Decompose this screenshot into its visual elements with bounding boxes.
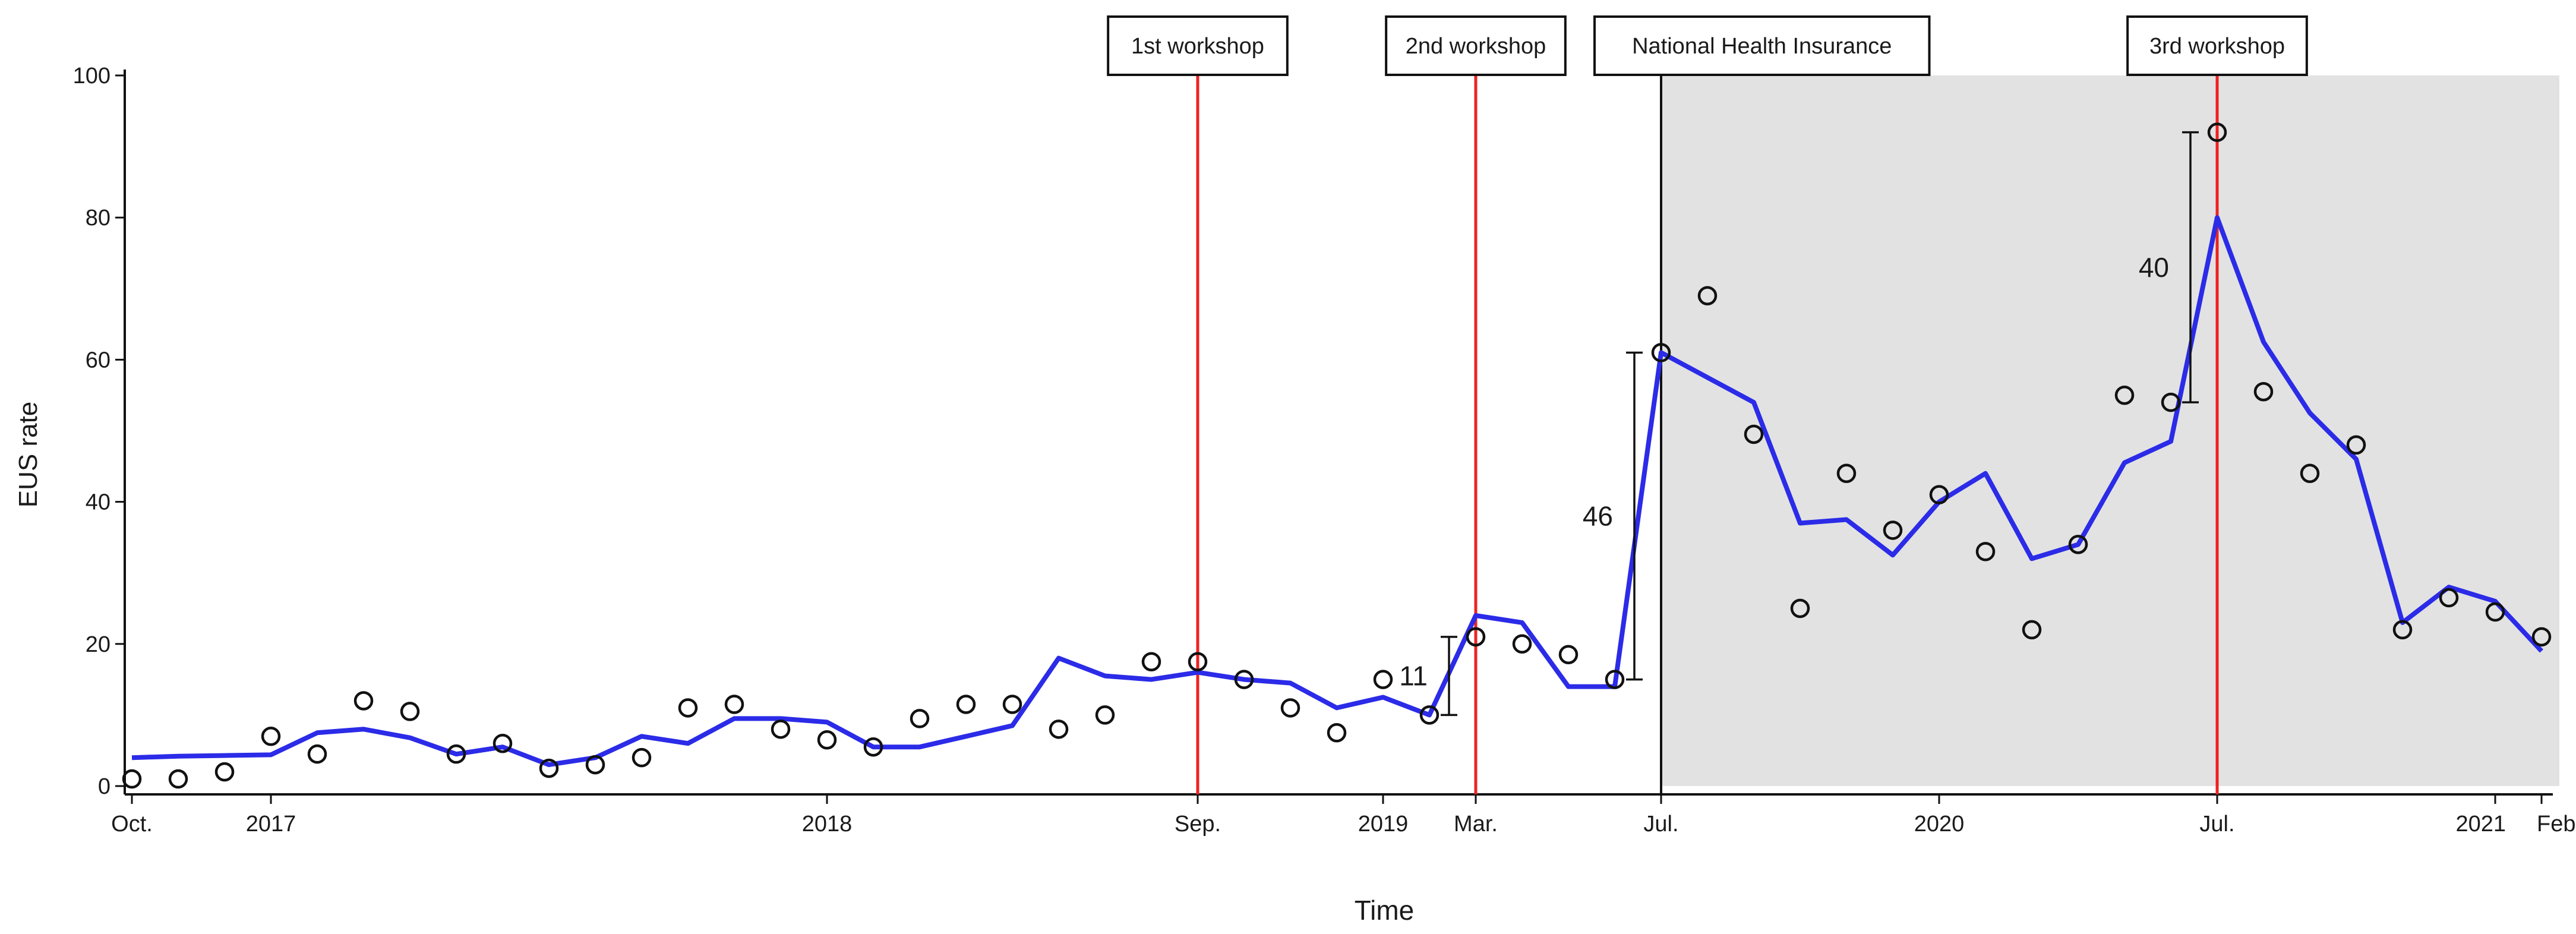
observed-point bbox=[1141, 652, 1161, 671]
y-axis-title: EUS rate bbox=[14, 402, 43, 508]
observed-series bbox=[122, 122, 2552, 789]
observed-point bbox=[910, 709, 930, 728]
y-tick-label: 80 bbox=[86, 206, 111, 231]
observed-point bbox=[1883, 520, 1903, 540]
observed-point bbox=[1697, 286, 1718, 306]
observed-point bbox=[1929, 485, 1949, 504]
y-tick-label: 100 bbox=[73, 64, 111, 89]
observed-point bbox=[1836, 463, 1857, 484]
observed-point bbox=[2439, 588, 2459, 608]
observed-point bbox=[817, 730, 837, 750]
observed-point bbox=[1512, 634, 1532, 654]
x-tick-label: Jul. bbox=[1643, 812, 1678, 837]
workshop-label-text: 3rd workshop bbox=[2149, 34, 2285, 59]
y-tick-label: 0 bbox=[98, 774, 111, 799]
observed-point bbox=[1095, 705, 1115, 725]
observed-point bbox=[956, 695, 976, 714]
workshop-label-box bbox=[2126, 15, 2308, 76]
observed-point bbox=[863, 737, 883, 757]
observed-point bbox=[2300, 463, 2320, 484]
policy-label-text: National Health Insurance bbox=[1632, 34, 1892, 59]
observed-point bbox=[1744, 424, 1764, 444]
observed-point bbox=[1234, 670, 1254, 689]
x-tick-label: 2021 bbox=[2455, 812, 2506, 837]
observed-point bbox=[2161, 392, 2181, 412]
workshop-label-text: 1st workshop bbox=[1131, 34, 1264, 59]
x-tick-label: 2020 bbox=[1914, 812, 1965, 837]
observed-point bbox=[2253, 381, 2274, 402]
observed-point bbox=[1280, 698, 1300, 718]
observed-point bbox=[632, 747, 652, 768]
observed-point bbox=[1188, 652, 1208, 671]
observed-point bbox=[1419, 705, 1439, 725]
x-tick-label: Jul. bbox=[2199, 812, 2234, 837]
x-tick-label: Sep. bbox=[1175, 812, 1221, 837]
observed-point bbox=[122, 769, 142, 789]
x-axis-title: Time bbox=[1355, 895, 1415, 926]
x-tick-label: 2017 bbox=[246, 812, 296, 837]
x-tick-label: Oct. bbox=[111, 812, 153, 837]
observed-point bbox=[2346, 435, 2366, 455]
event-labels: 1st workshop 2nd workshop 3rd workshop Nati… bbox=[1107, 15, 2308, 76]
observed-point bbox=[400, 702, 420, 721]
workshop-label-text: 2nd workshop bbox=[1406, 34, 1546, 59]
effect-label: 40 bbox=[2139, 252, 2169, 283]
observed-point bbox=[724, 695, 744, 714]
observed-point bbox=[1002, 695, 1022, 714]
observed-point bbox=[2207, 122, 2227, 142]
observed-point bbox=[539, 758, 559, 778]
observed-point bbox=[1605, 670, 1625, 689]
x-tick-label: 2018 bbox=[802, 812, 853, 837]
observed-point bbox=[771, 720, 791, 739]
observed-point bbox=[1975, 542, 1996, 561]
effect-annotations: 11 46 40 bbox=[1399, 131, 2199, 717]
observed-point bbox=[214, 762, 235, 782]
x-tick-label: 2019 bbox=[1358, 812, 1409, 837]
observed-point bbox=[307, 744, 327, 764]
observed-point bbox=[1651, 343, 1671, 362]
effect-label: 46 bbox=[1583, 501, 1613, 532]
event-lines bbox=[1196, 71, 2219, 794]
fitted-line bbox=[131, 215, 2543, 768]
observed-point bbox=[585, 755, 605, 775]
x-tick-label: Feb. bbox=[2537, 812, 2576, 837]
fitted-series bbox=[131, 215, 2543, 768]
axes: 0 20 40 60 80 100 Oct. 2017 2018 Sep. 2019 Mar. Jul.… bbox=[73, 64, 2576, 837]
post-policy-shade-layer bbox=[1661, 75, 2559, 786]
observed-point bbox=[2485, 602, 2505, 622]
observed-point bbox=[1558, 645, 1579, 664]
observed-point bbox=[1790, 598, 1810, 619]
observed-point bbox=[446, 744, 466, 764]
y-tick-label: 20 bbox=[86, 632, 111, 657]
observed-point bbox=[168, 769, 188, 789]
observed-point bbox=[261, 727, 281, 746]
post-policy-shade bbox=[1661, 75, 2559, 786]
workshop-label-box bbox=[1385, 15, 1567, 76]
observed-point bbox=[1327, 723, 1347, 743]
observed-point bbox=[678, 698, 698, 718]
policy-label-box bbox=[1593, 15, 1931, 76]
observed-point bbox=[2022, 620, 2042, 640]
observed-point bbox=[1373, 670, 1393, 689]
observed-point bbox=[2068, 535, 2088, 554]
observed-point bbox=[2114, 385, 2135, 405]
observed-point bbox=[2531, 627, 2552, 647]
y-tick-label: 40 bbox=[86, 490, 111, 515]
observed-point bbox=[1049, 720, 1069, 739]
observed-point bbox=[353, 691, 374, 711]
observed-point bbox=[1466, 627, 1486, 647]
x-tick-label: Mar. bbox=[1454, 812, 1498, 837]
observed-point bbox=[2392, 620, 2413, 640]
workshop-label-box bbox=[1107, 15, 1289, 76]
observed-point bbox=[493, 733, 513, 753]
effect-label: 11 bbox=[1399, 661, 1428, 692]
y-tick-label: 60 bbox=[86, 348, 111, 373]
